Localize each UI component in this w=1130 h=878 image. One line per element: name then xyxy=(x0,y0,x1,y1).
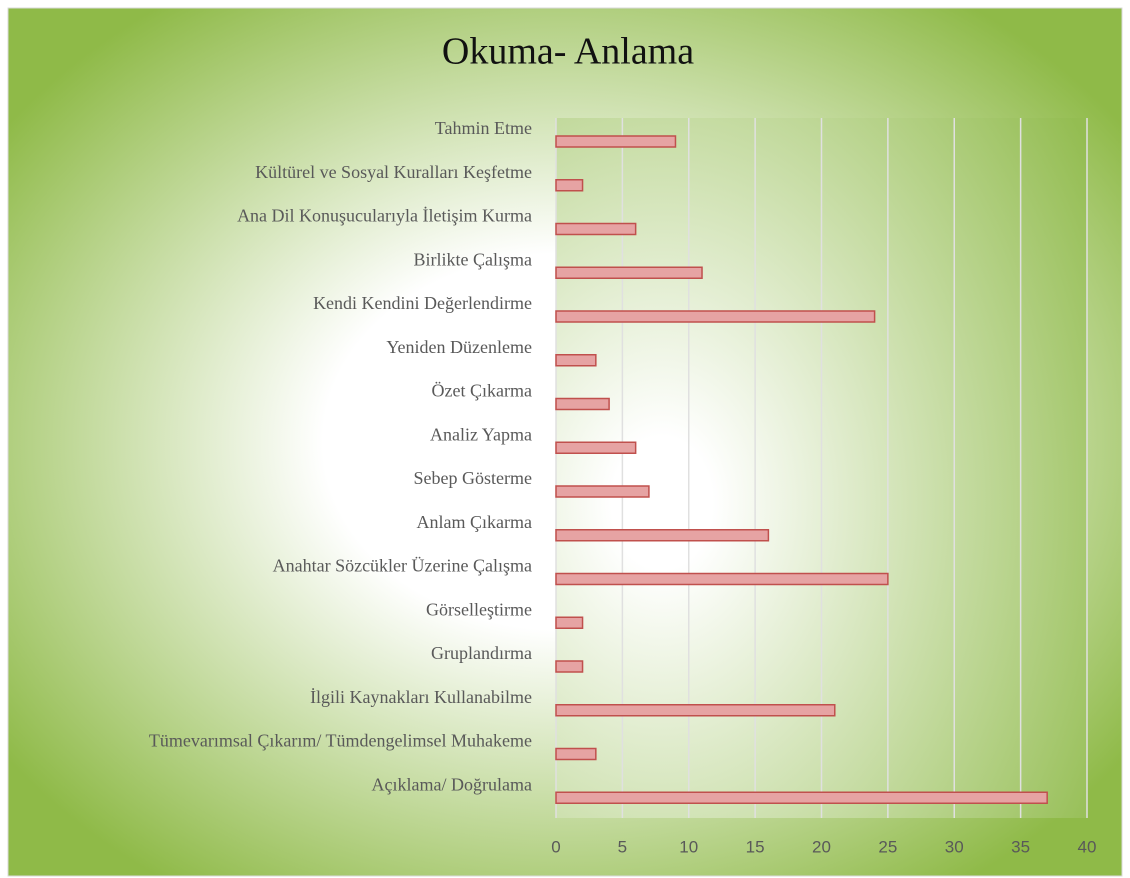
y-tick-label: Özet Çıkarma xyxy=(432,381,532,401)
bar xyxy=(555,441,637,454)
bar xyxy=(555,179,584,192)
y-tick-label: Analiz Yapma xyxy=(430,424,532,444)
bar xyxy=(555,485,650,498)
y-tick-label: Anahtar Sözcükler Üzerine Çalışma xyxy=(273,556,532,576)
y-tick-label: İlgili Kaynakları Kullanabilme xyxy=(310,687,532,707)
x-tick-label: 10 xyxy=(679,837,698,856)
bar xyxy=(555,616,584,629)
y-tick-label: Anlam Çıkarma xyxy=(417,512,532,532)
bar xyxy=(555,310,876,323)
x-tick-label: 35 xyxy=(1011,837,1030,856)
x-tick-label: 15 xyxy=(746,837,765,856)
x-tick-label: 5 xyxy=(618,837,627,856)
x-tick-label: 30 xyxy=(945,837,964,856)
x-tick-label: 20 xyxy=(812,837,831,856)
bar xyxy=(555,529,770,542)
bar xyxy=(555,397,610,411)
y-tick-label: Ana Dil Konuşucularıyla İletişim Kurma xyxy=(237,206,532,226)
x-tick-label: 0 xyxy=(551,837,560,856)
bar xyxy=(555,266,703,279)
bar xyxy=(555,135,677,148)
bar xyxy=(555,660,584,673)
y-tick-label: Sebep Gösterme xyxy=(414,468,532,488)
y-tick-label: Tümevarımsal Çıkarım/ Tümdengelimsel Muh… xyxy=(149,731,532,751)
bar xyxy=(555,791,1048,804)
bar xyxy=(555,572,889,586)
y-tick-label: Gruplandırma xyxy=(431,643,532,663)
y-tick-label: Kültürel ve Sosyal Kuralları Keşfetme xyxy=(255,162,532,182)
y-tick-label: Kendi Kendini Değerlendirme xyxy=(313,293,532,313)
bar xyxy=(555,354,597,367)
y-tick-label: Tahmin Etme xyxy=(435,118,532,138)
bar xyxy=(555,704,836,717)
y-tick-label: Açıklama/ Doğrulama xyxy=(372,774,532,794)
y-tick-label: Yeniden Düzenleme xyxy=(386,337,532,357)
y-tick-label: Görselleştirme xyxy=(426,599,532,619)
chart-title: Okuma- Anlama xyxy=(442,31,694,73)
y-tick-label: Birlikte Çalışma xyxy=(414,249,533,269)
x-tick-label: 40 xyxy=(1078,837,1097,856)
bar xyxy=(555,222,637,236)
x-tick-label: 25 xyxy=(878,837,897,856)
bar xyxy=(555,747,597,761)
